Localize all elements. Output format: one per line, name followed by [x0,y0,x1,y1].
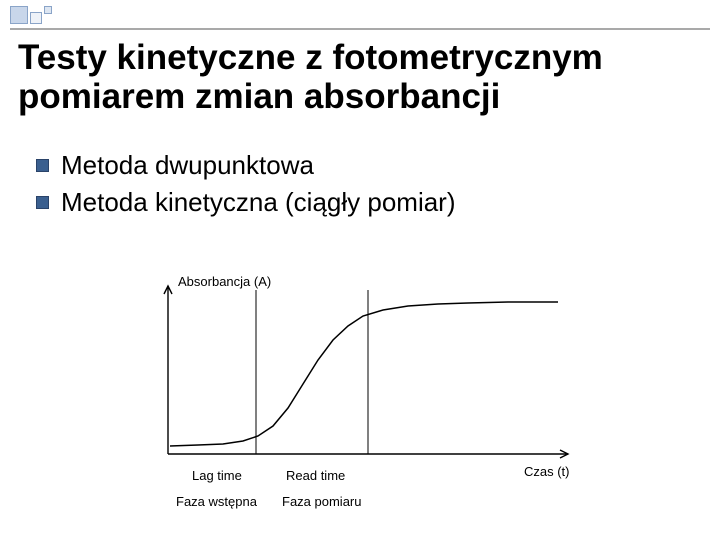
phase-label-1: Read time [286,468,345,483]
y-axis-label: Absorbancja (A) [178,274,271,289]
deco-square [10,6,28,24]
list-item: Metoda kinetyczna (ciągły pomiar) [36,187,700,218]
deco-square [30,12,42,24]
list-item: Metoda dwupunktowa [36,150,700,181]
deco-square [44,6,52,14]
chart-svg [138,268,598,528]
phase-label-3: Faza pomiaru [282,494,361,509]
kinetics-chart: Absorbancja (A) Czas (t) Lag time Read time… [138,268,598,528]
phase-label-2: Faza wstępna [176,494,257,509]
slide-title: Testy kinetyczne z fotometrycznym pomiar… [18,38,708,116]
corner-decoration [10,6,54,28]
header-rule [10,28,710,30]
bullet-text: Metoda dwupunktowa [61,150,314,181]
bullet-list: Metoda dwupunktowa Metoda kinetyczna (ci… [36,150,700,224]
phase-label-0: Lag time [192,468,242,483]
bullet-marker [36,159,49,172]
bullet-text: Metoda kinetyczna (ciągły pomiar) [61,187,456,218]
x-axis-label: Czas (t) [524,464,570,479]
bullet-marker [36,196,49,209]
